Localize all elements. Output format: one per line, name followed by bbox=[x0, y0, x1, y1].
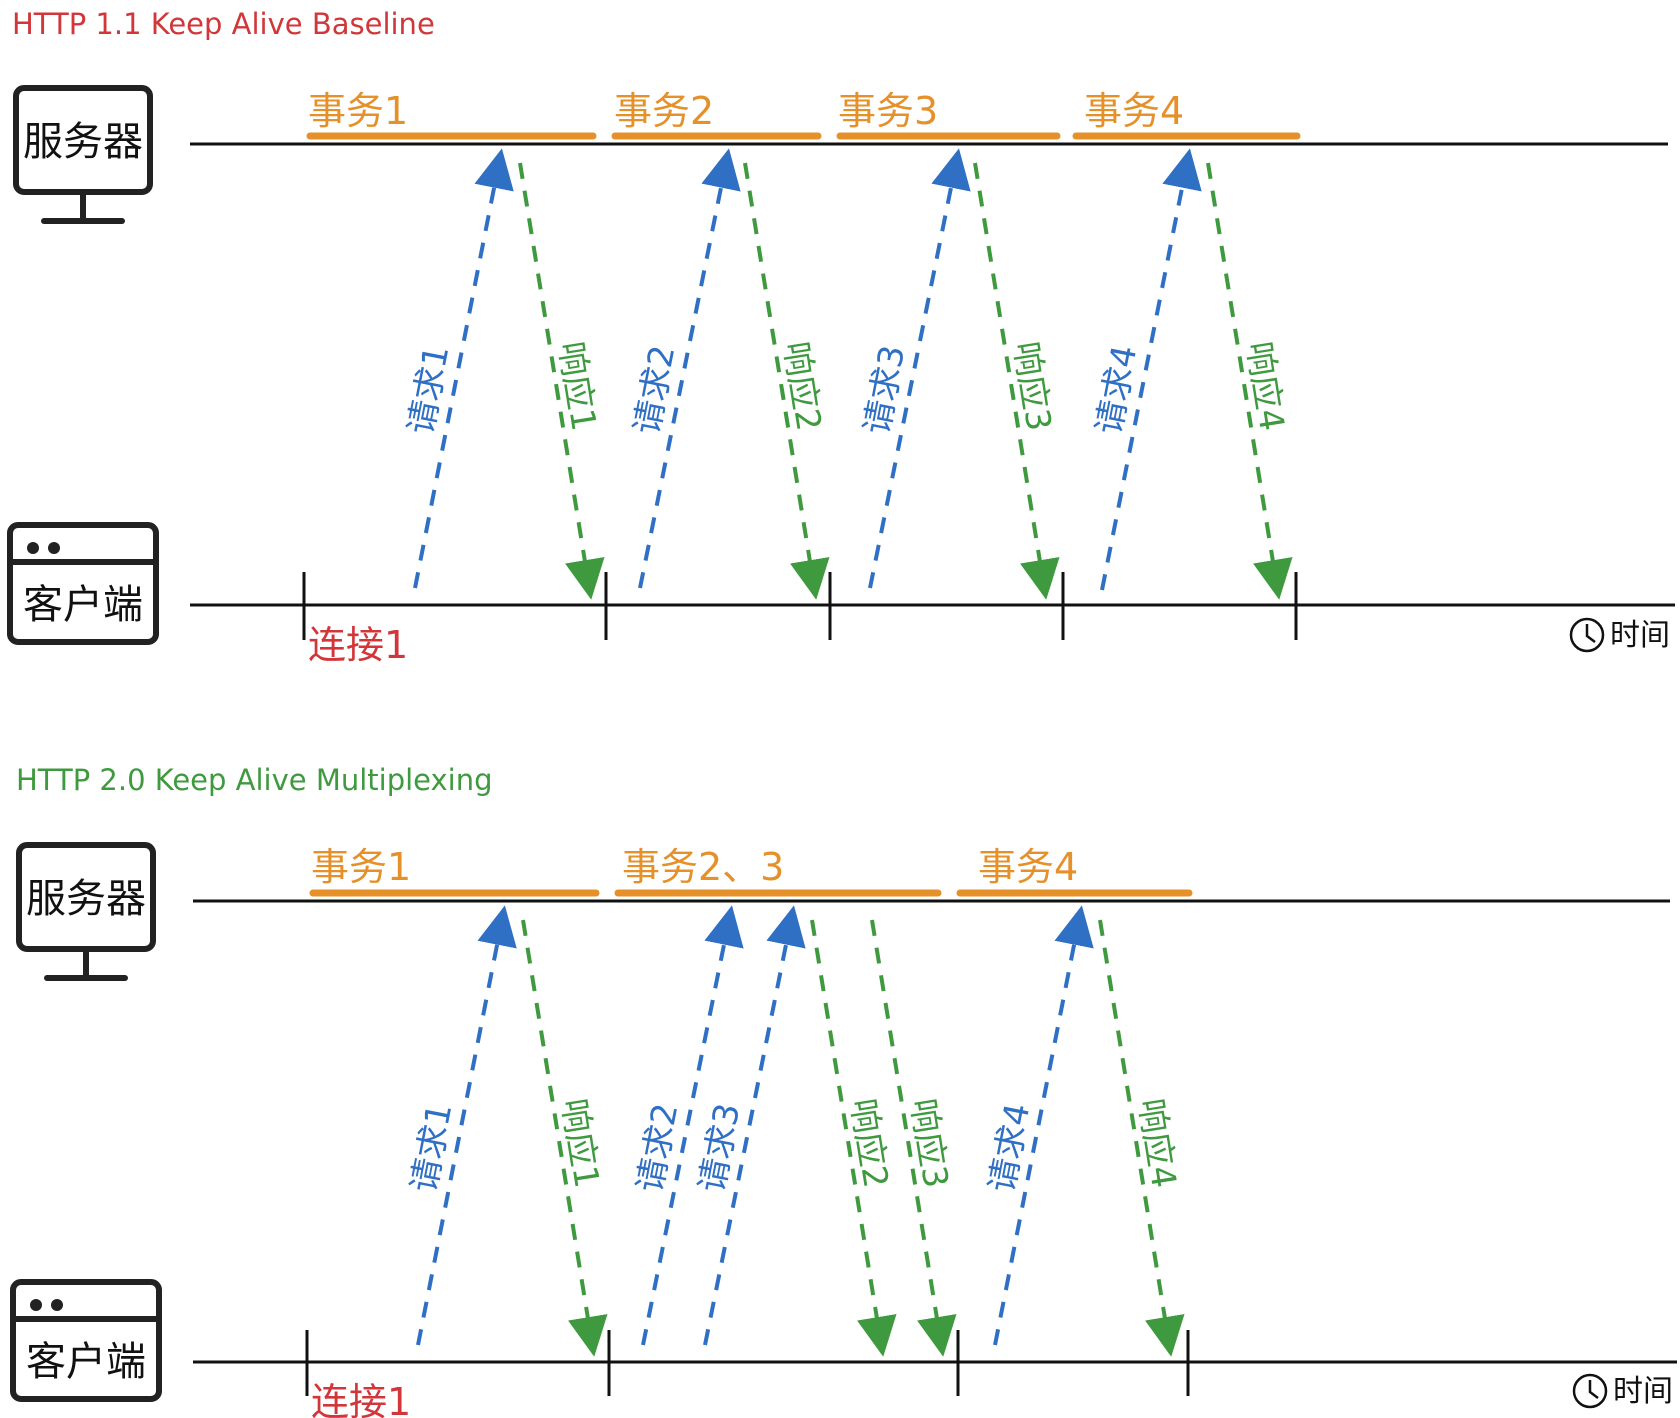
client-label: 客户端 bbox=[26, 1339, 146, 1385]
client-browser-icon: 客户端 bbox=[10, 1279, 162, 1402]
transaction-label: 事务4 bbox=[1084, 89, 1184, 133]
request-label: 请求4 bbox=[982, 1100, 1038, 1196]
diagram-http11: HTTP 1.1 Keep Alive Baseline 服务器 客户端 bbox=[7, 7, 1675, 667]
diagram-http20: HTTP 2.0 Keep Alive Multiplexing 服务器 客户端 bbox=[10, 763, 1677, 1418]
request-arrows bbox=[416, 905, 1094, 1346]
clock-icon bbox=[1569, 617, 1605, 653]
client-browser-icon: 客户端 bbox=[7, 522, 159, 645]
server-label: 服务器 bbox=[23, 119, 143, 165]
response-arrow bbox=[973, 162, 1060, 600]
server-monitor-icon: 服务器 bbox=[16, 842, 156, 981]
response-arrow bbox=[521, 919, 608, 1357]
request-arrow bbox=[703, 905, 806, 1346]
server-monitor-icon: 服务器 bbox=[13, 85, 153, 224]
transaction-label: 事务2、3 bbox=[622, 845, 784, 889]
connection-label: 连接1 bbox=[308, 623, 408, 667]
response-label: 响应2 bbox=[842, 1096, 896, 1191]
request-label: 请求1 bbox=[404, 1100, 460, 1196]
transaction-label: 事务4 bbox=[978, 845, 1078, 889]
transaction-label: 事务1 bbox=[311, 845, 411, 889]
response-label: 响应1 bbox=[553, 1096, 607, 1191]
client-label: 客户端 bbox=[23, 582, 143, 628]
diagram-title: HTTP 1.1 Keep Alive Baseline bbox=[12, 7, 435, 41]
response-label: 响应4 bbox=[1130, 1096, 1184, 1191]
server-label: 服务器 bbox=[26, 876, 146, 922]
transaction-label: 事务2 bbox=[614, 89, 714, 133]
connection-label: 连接1 bbox=[311, 1380, 411, 1418]
response-arrow bbox=[1206, 162, 1293, 600]
response-label: 响应3 bbox=[1005, 339, 1059, 434]
request-arrow bbox=[868, 148, 971, 589]
response-arrow bbox=[810, 919, 897, 1357]
response-label: 响应1 bbox=[550, 339, 604, 434]
response-arrow bbox=[1098, 919, 1185, 1357]
connection-ticks bbox=[305, 1330, 1190, 1396]
time-label: 时间 bbox=[1610, 618, 1670, 653]
request-arrow bbox=[993, 905, 1094, 1346]
response-arrow bbox=[870, 919, 957, 1357]
request-arrow bbox=[1100, 148, 1202, 591]
request-label: 请求3 bbox=[692, 1100, 748, 1196]
request-label: 请求2 bbox=[630, 1100, 686, 1196]
diagram-title: HTTP 2.0 Keep Alive Multiplexing bbox=[16, 763, 493, 797]
time-label: 时间 bbox=[1613, 1374, 1673, 1409]
response-arrows bbox=[518, 162, 1293, 600]
request-arrow bbox=[641, 905, 744, 1346]
request-arrow bbox=[638, 148, 741, 589]
response-arrow bbox=[743, 162, 830, 600]
response-arrow bbox=[518, 162, 605, 600]
response-label: 响应2 bbox=[775, 339, 829, 434]
response-label: 响应3 bbox=[902, 1096, 956, 1191]
response-label: 响应4 bbox=[1238, 339, 1292, 434]
transaction-label: 事务3 bbox=[838, 89, 938, 133]
request-arrow bbox=[416, 905, 517, 1346]
response-arrows bbox=[521, 919, 1185, 1357]
request-arrow bbox=[413, 148, 514, 589]
request-arrows bbox=[413, 148, 1202, 591]
connection-ticks bbox=[302, 572, 1298, 640]
clock-icon bbox=[1572, 1373, 1608, 1409]
transaction-label: 事务1 bbox=[308, 89, 408, 133]
